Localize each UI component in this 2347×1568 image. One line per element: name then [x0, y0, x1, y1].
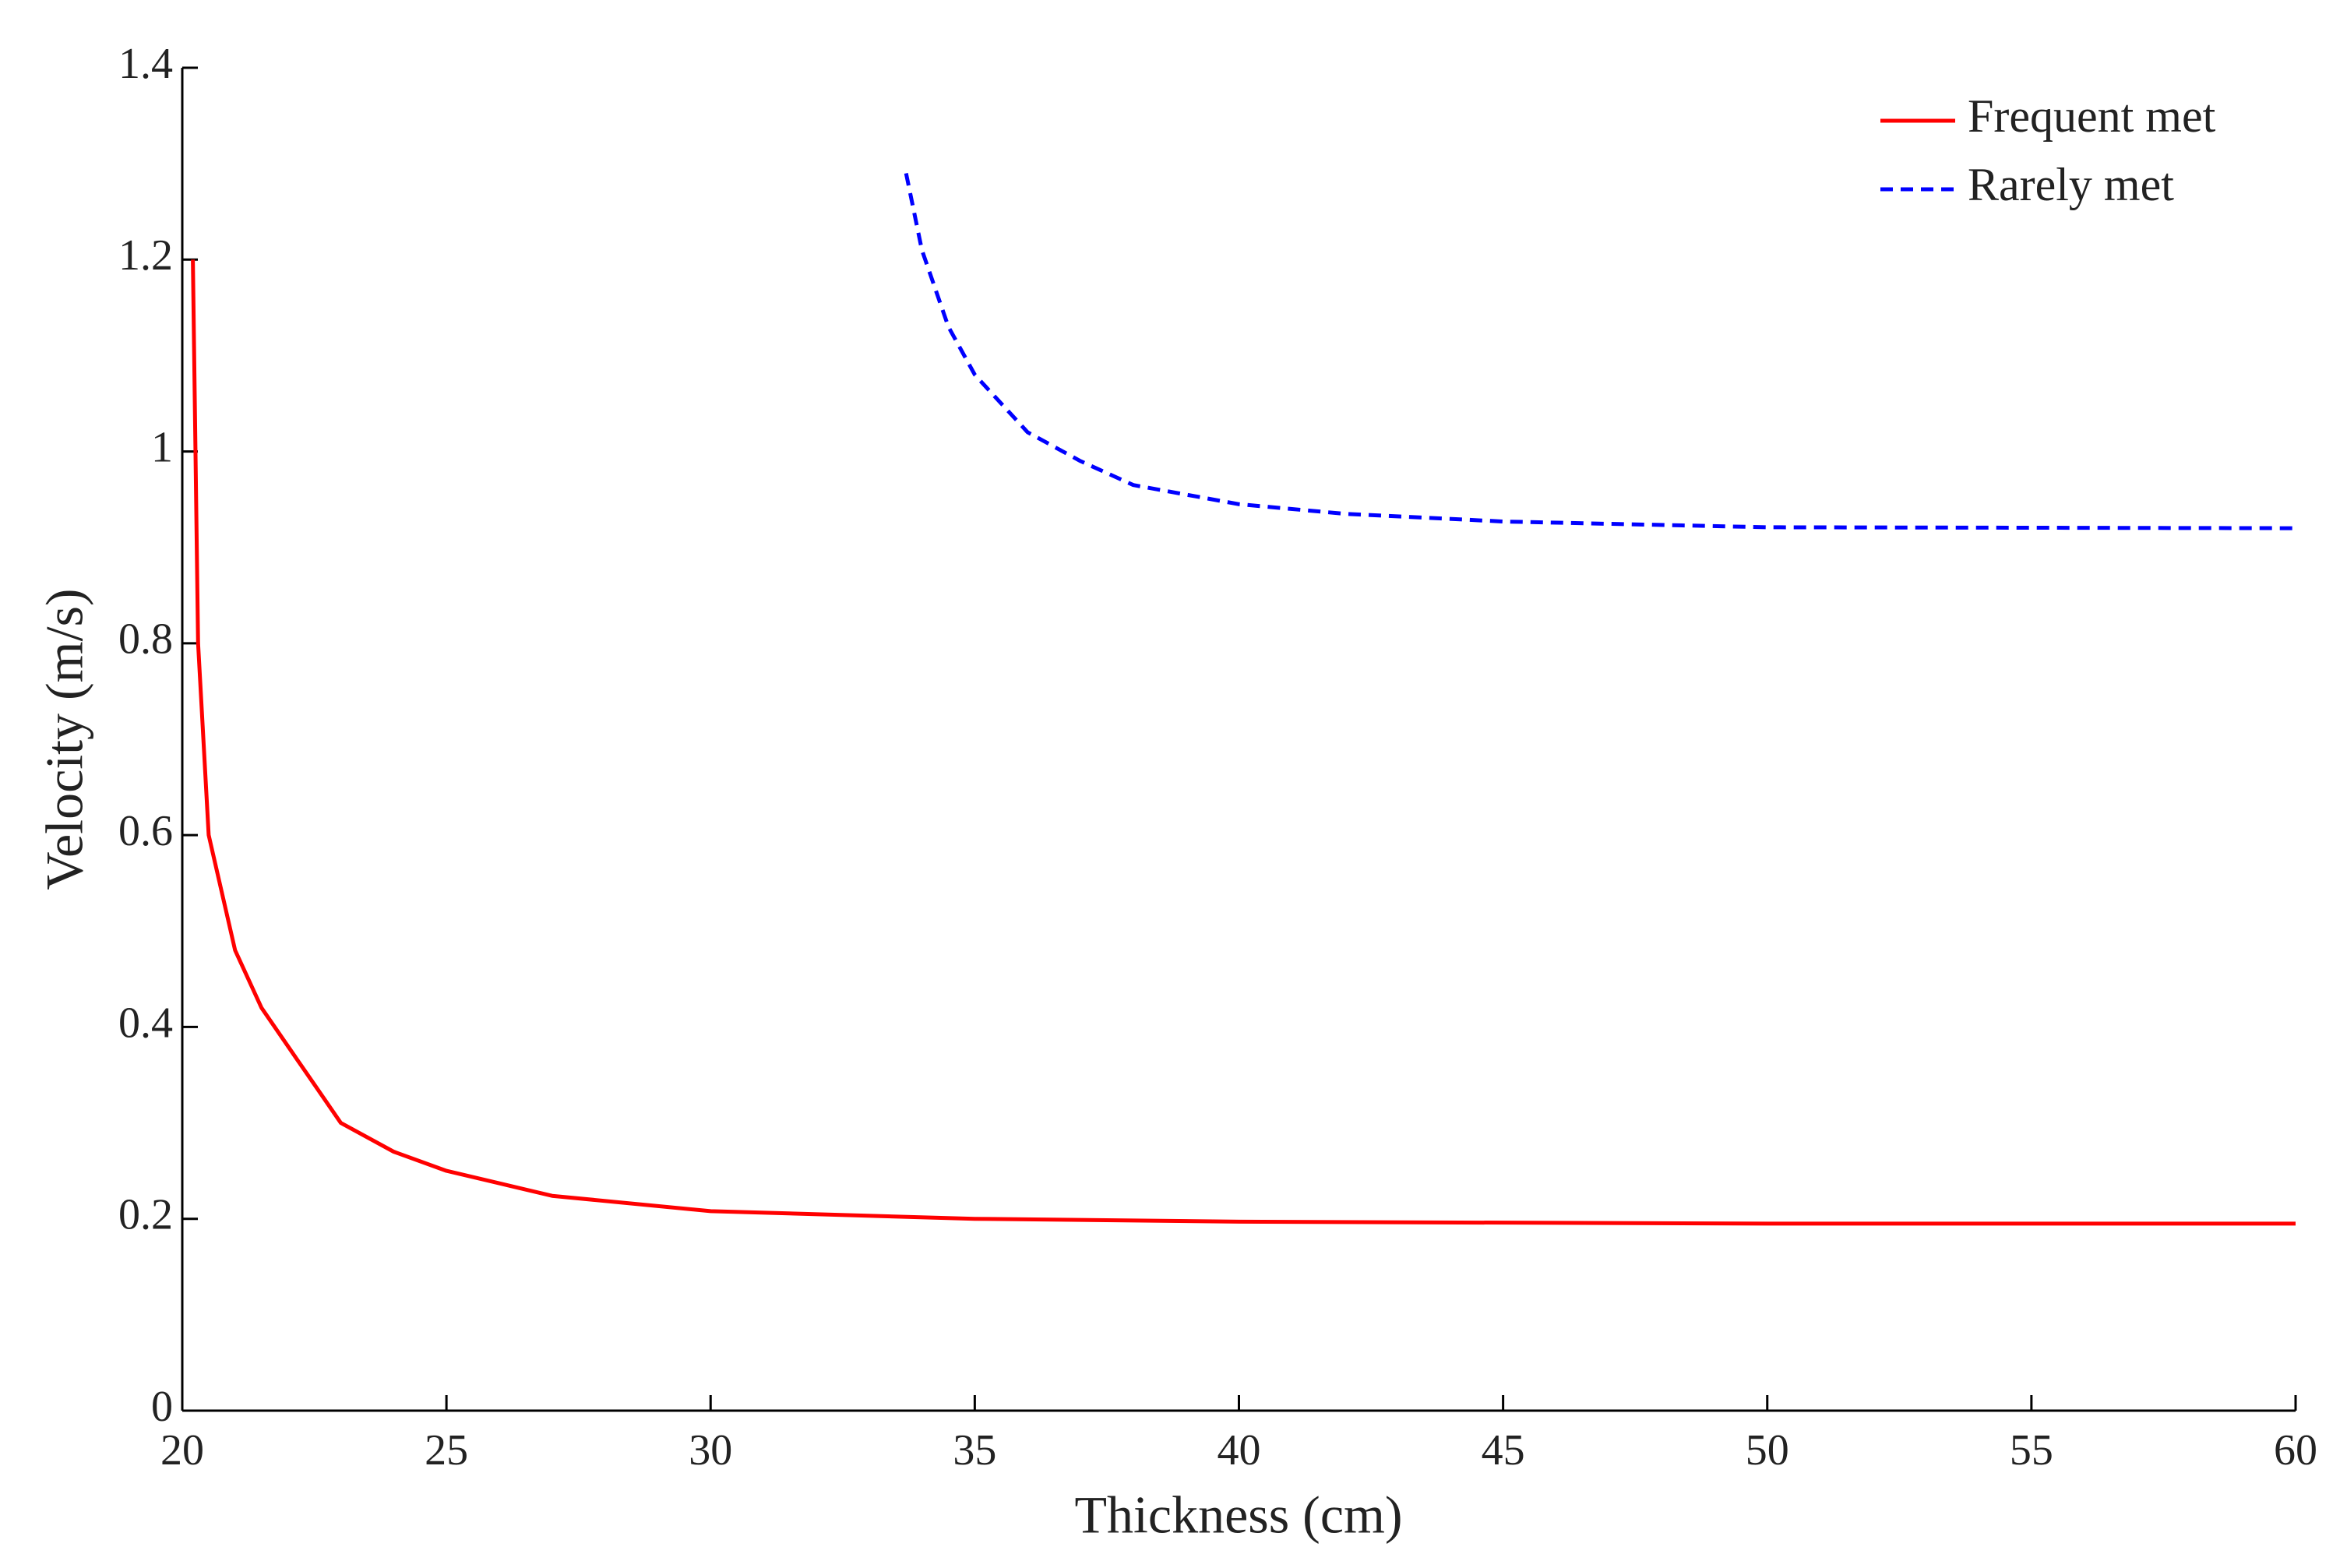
x-axis-title: Thickness (cm)	[1074, 1485, 1402, 1545]
x-tick-label: 45	[1482, 1426, 1525, 1475]
x-tick-label: 60	[2274, 1426, 2317, 1475]
y-tick-label: 1.2	[118, 231, 173, 280]
y-tick-label: 1.4	[118, 40, 173, 88]
x-tick-label: 35	[953, 1426, 996, 1475]
x-tick-label: 25	[425, 1426, 468, 1475]
y-tick-label: 0	[151, 1383, 173, 1431]
x-tick-label: 20	[160, 1426, 204, 1475]
y-tick-label: 0.2	[118, 1191, 173, 1239]
line-series	[904, 172, 2296, 530]
x-tick-label: 40	[1218, 1426, 1261, 1475]
y-tick-label: 0.6	[118, 807, 173, 855]
x-tick-label: 50	[1746, 1426, 1789, 1475]
y-tick-label: 0.8	[118, 615, 173, 664]
x-tick-label: 30	[689, 1426, 732, 1475]
line-series	[191, 259, 2296, 1226]
y-axis-title: Velocity (m/s)	[35, 588, 94, 890]
x-tick-label: 55	[2010, 1426, 2053, 1475]
legend-label: Frequent met	[1968, 90, 2216, 142]
y-tick-label: 0.4	[118, 999, 173, 1047]
y-tick-label: 1	[151, 423, 173, 471]
legend-label: Rarely met	[1968, 159, 2174, 210]
